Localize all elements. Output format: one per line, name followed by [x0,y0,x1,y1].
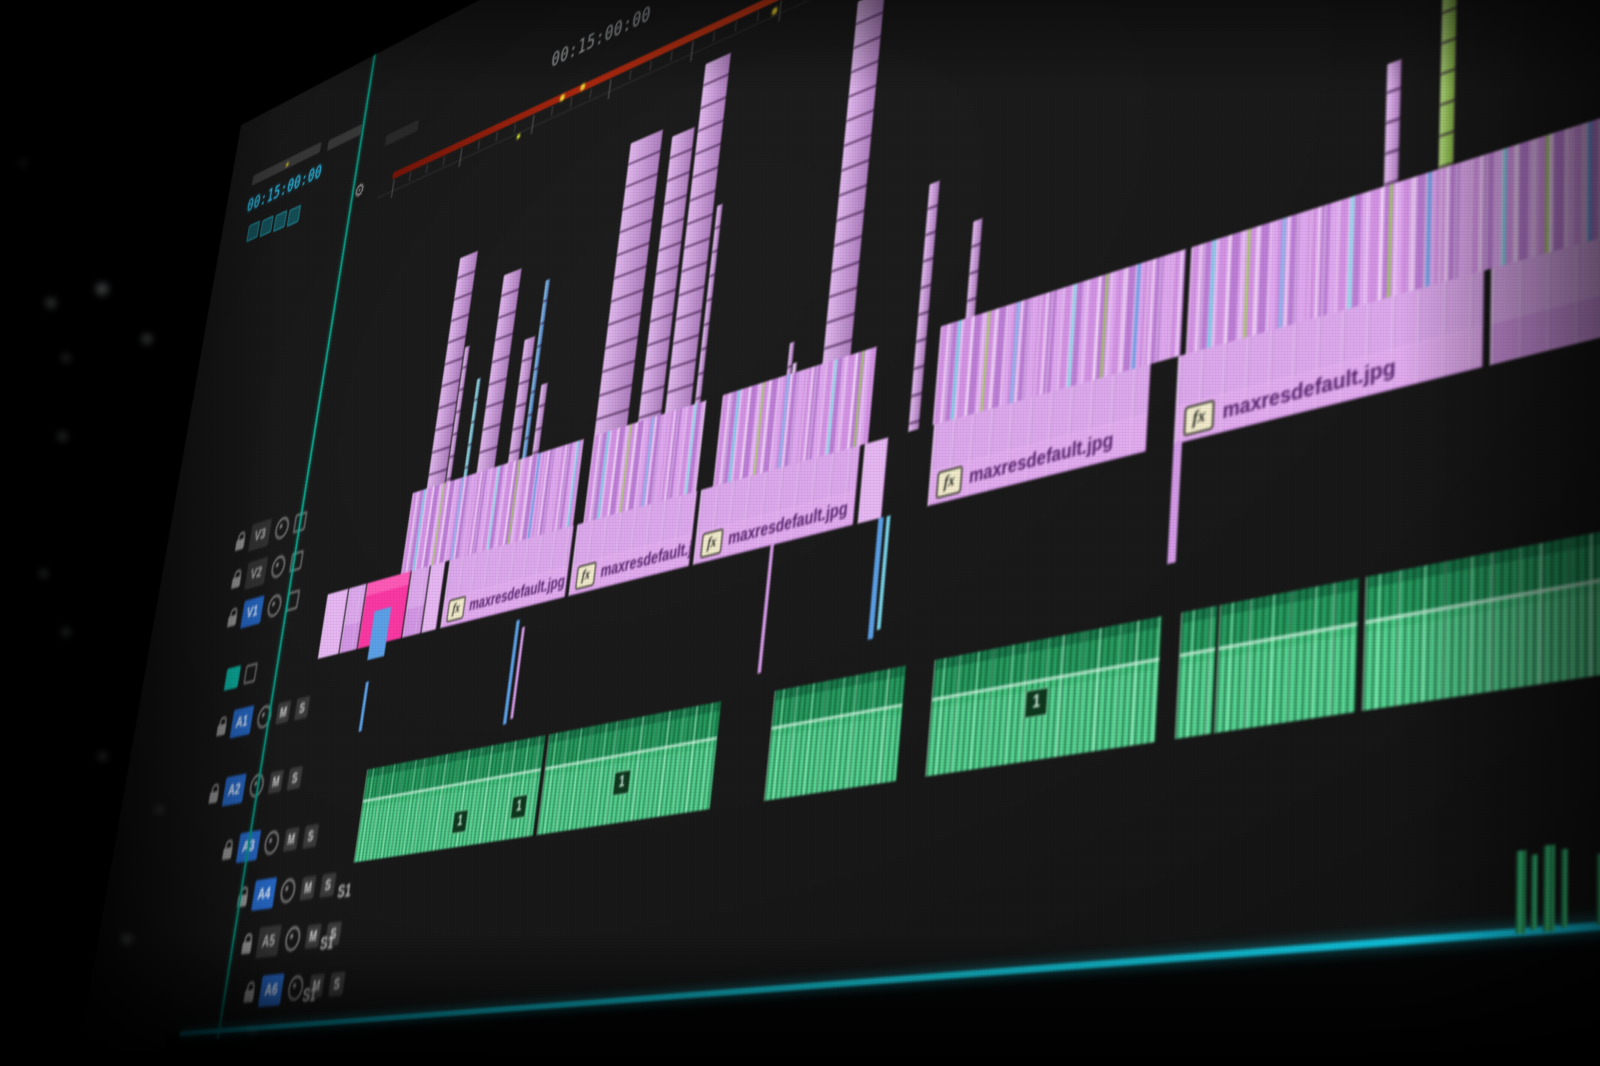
dust-speck [142,334,152,344]
lock-icon[interactable] [234,537,246,552]
fx-badge-icon[interactable]: fx [699,528,724,559]
dust-speck [156,806,163,813]
lock-icon[interactable] [241,941,253,955]
dust-speck [62,354,70,362]
track-target-badge[interactable]: A4 [251,877,278,912]
mute-button[interactable]: M [275,700,292,725]
dust-speck [250,1028,256,1034]
track-target-badge[interactable]: A6 [257,973,285,1008]
dust-speck [20,160,26,166]
lock-icon[interactable] [243,989,255,1003]
lock-icon[interactable] [230,575,242,590]
audio-clip[interactable] [1530,854,1538,931]
toggle-track-output-icon[interactable] [269,553,287,580]
audio-clip-badge: 1 [1024,686,1049,719]
timeline-panel: 00:15:00:00 00:15:00:00 ⚙ V3 V2 V1 [77,0,1600,1066]
audio-clip[interactable] [1560,848,1568,928]
pan-dial-icon[interactable] [283,925,302,953]
audio-clip[interactable] [1174,605,1219,740]
dust-speck [98,752,107,761]
track-target-badge[interactable]: A5 [255,924,282,959]
dust-speck [46,298,56,308]
lock-icon[interactable] [216,723,227,737]
mute-button[interactable]: M [299,875,317,901]
dust-speck [122,934,132,944]
lock-icon[interactable] [208,790,219,804]
fx-badge-icon[interactable]: fx [574,561,597,591]
dust-speck [58,432,67,441]
dust-speck [96,283,108,295]
dust-speck [62,628,70,636]
fx-badge-icon[interactable]: fx [1183,399,1215,437]
lock-icon[interactable] [226,614,238,628]
lock-icon[interactable] [221,846,233,861]
audio-clip[interactable] [1515,850,1527,934]
audio-clip-badge: 1 [612,769,632,797]
fx-badge-icon[interactable]: fx [446,595,467,623]
track-target-badge[interactable]: A1 [229,705,255,739]
dust-speck [40,570,47,577]
toggle-track-output-icon[interactable] [273,515,291,542]
mute-button[interactable]: M [267,769,285,795]
track-target-badge[interactable]: A2 [221,773,247,807]
toggle-track-output-icon[interactable] [266,592,283,619]
sync-lock-icon[interactable] [223,665,242,691]
pan-dial-icon[interactable] [278,877,297,905]
audio-clip[interactable] [1214,578,1360,734]
pan-dial-icon[interactable] [262,829,281,856]
fx-badge-icon[interactable]: fx [935,465,964,500]
mute-button[interactable]: M [282,827,300,852]
audio-clip[interactable] [1543,844,1556,932]
